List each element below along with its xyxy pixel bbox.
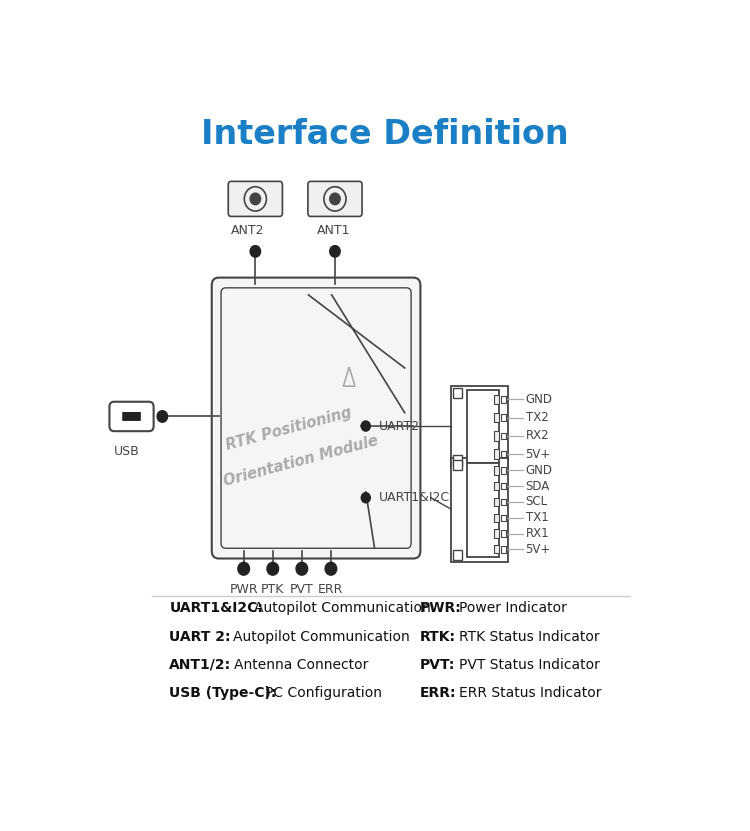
Circle shape	[250, 193, 260, 204]
Text: PVT:: PVT:	[419, 657, 454, 671]
Text: SDA: SDA	[526, 479, 550, 493]
Text: UART1&I2C: UART1&I2C	[379, 491, 450, 504]
Circle shape	[325, 563, 337, 575]
Text: SCL: SCL	[526, 495, 548, 509]
Text: RX1: RX1	[526, 527, 549, 540]
Text: ANT2: ANT2	[231, 224, 265, 238]
Bar	[494, 545, 500, 553]
Text: 5V+: 5V+	[526, 448, 550, 460]
Circle shape	[361, 420, 371, 432]
Circle shape	[238, 563, 250, 575]
Text: UART 2:: UART 2:	[170, 630, 231, 643]
Text: RX2: RX2	[526, 430, 549, 442]
Bar	[494, 498, 500, 506]
Bar	[453, 549, 462, 560]
FancyBboxPatch shape	[211, 278, 421, 558]
Bar	[501, 546, 506, 553]
Bar	[494, 466, 500, 475]
Bar	[501, 467, 506, 474]
Text: ANT1/2:: ANT1/2:	[170, 657, 232, 671]
Bar	[494, 514, 500, 522]
FancyBboxPatch shape	[122, 412, 141, 421]
Bar	[453, 460, 462, 470]
FancyBboxPatch shape	[228, 181, 283, 216]
Bar	[501, 396, 506, 402]
Text: ANT1: ANT1	[316, 224, 350, 238]
Text: PTK: PTK	[261, 583, 284, 596]
Bar	[501, 483, 506, 489]
Circle shape	[250, 246, 260, 257]
Bar	[494, 450, 500, 459]
Bar	[494, 431, 500, 440]
Bar	[501, 514, 506, 521]
Bar	[467, 391, 500, 463]
Text: PWR: PWR	[230, 583, 258, 596]
Bar	[452, 458, 509, 562]
Text: 5V+: 5V+	[526, 543, 550, 556]
Text: PVT Status Indicator: PVT Status Indicator	[459, 657, 600, 671]
Bar	[501, 433, 506, 439]
Text: PVT: PVT	[290, 583, 314, 596]
Text: RTK:: RTK:	[419, 630, 455, 643]
Text: GND: GND	[526, 464, 553, 477]
Bar	[453, 387, 462, 398]
Circle shape	[296, 563, 307, 575]
Circle shape	[361, 492, 371, 504]
Text: RTK Positioning: RTK Positioning	[224, 405, 353, 453]
FancyBboxPatch shape	[110, 401, 154, 431]
Bar	[501, 530, 506, 537]
FancyBboxPatch shape	[308, 181, 362, 216]
Text: TX2: TX2	[526, 411, 548, 424]
Bar	[467, 463, 500, 558]
Text: Power Indicator: Power Indicator	[459, 602, 567, 616]
Circle shape	[157, 411, 167, 422]
Text: Antenna Connector: Antenna Connector	[235, 657, 369, 671]
Text: GND: GND	[526, 393, 553, 406]
Bar	[494, 482, 500, 490]
Text: PC Configuration: PC Configuration	[266, 686, 382, 700]
Bar	[494, 395, 500, 404]
Text: ERR: ERR	[318, 583, 344, 596]
Circle shape	[267, 563, 278, 575]
Text: UART2: UART2	[379, 420, 420, 433]
Circle shape	[330, 193, 340, 204]
Bar	[501, 499, 506, 505]
Bar	[501, 451, 506, 457]
Text: Autopilot Communication: Autopilot Communication	[254, 602, 430, 616]
Text: ERR Status Indicator: ERR Status Indicator	[459, 686, 602, 700]
Circle shape	[330, 246, 340, 257]
Bar	[452, 386, 509, 468]
Bar	[453, 455, 462, 465]
Bar	[494, 413, 500, 422]
Text: Orientation Module: Orientation Module	[221, 433, 380, 489]
Text: ERR:: ERR:	[419, 686, 456, 700]
Text: PWR:: PWR:	[419, 602, 461, 616]
Text: RTK Status Indicator: RTK Status Indicator	[459, 630, 599, 643]
Bar	[501, 415, 506, 420]
Text: Autopilot Communication: Autopilot Communication	[233, 630, 410, 643]
Bar	[494, 529, 500, 538]
Text: Interface Definition: Interface Definition	[200, 118, 568, 151]
Text: TX1: TX1	[526, 511, 548, 524]
Text: USB: USB	[114, 445, 140, 458]
Text: USB (Type-C):: USB (Type-C):	[170, 686, 277, 700]
Text: UART1&I2C:: UART1&I2C:	[170, 602, 263, 616]
